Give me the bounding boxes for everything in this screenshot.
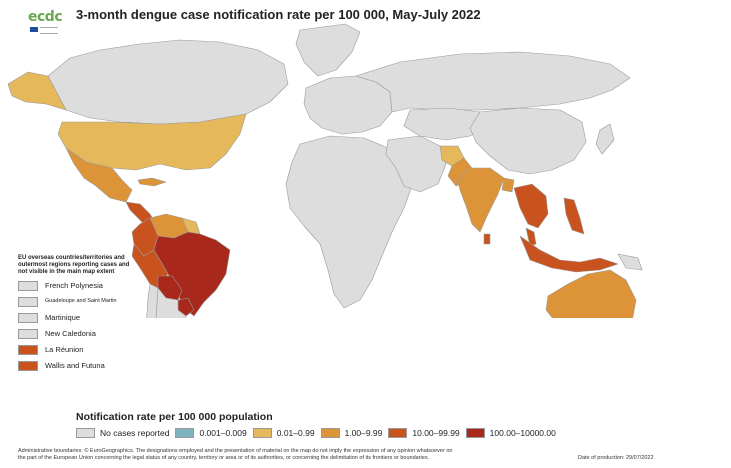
eu-overseas-legend: EU overseas countries/territories and ou… [18, 255, 136, 374]
region-canada [47, 39, 289, 125]
eu-legend-label: La Réunion [45, 344, 84, 354]
region-argentina [155, 287, 187, 318]
world-map [7, 23, 643, 318]
eu-legend-item: Guadeloupe and Saint Martin [18, 294, 136, 309]
legend-item: 100.00–10000.00 [465, 428, 556, 438]
legend-swatch [175, 428, 195, 438]
legend-item: 1.00–9.99 [320, 428, 383, 438]
eu-legend-item: Martinique [18, 310, 136, 325]
region-russia [355, 51, 631, 113]
eu-legend-item: La Réunion [18, 342, 136, 357]
region-europe [303, 75, 393, 135]
legend-label: 100.00–10000.00 [489, 428, 556, 438]
eu-legend-swatch [18, 344, 38, 355]
region-sri-lanka [483, 233, 491, 245]
legend-label: No cases reported [100, 428, 170, 438]
region-central-asia [403, 107, 493, 141]
eu-flag-icon [30, 27, 38, 32]
region-papua-new-guinea [617, 253, 643, 271]
footer-disclaimer: Administrative boundaries: © EuroGeograp… [18, 448, 618, 462]
ecdc-logo: ecdc [26, 3, 63, 34]
eu-legend-title: EU overseas countries/territories and ou… [18, 255, 130, 275]
eu-legend-items: French Polynesia Guadeloupe and Saint Mar… [18, 278, 136, 373]
legend-item: No cases reported [76, 428, 169, 438]
legend-item: 0.01–0.99 [252, 428, 315, 438]
eu-legend-swatch [18, 312, 38, 323]
eu-legend-item: Wallis and Futuna [18, 358, 136, 373]
footer-line-2: the part of the European Union concernin… [18, 455, 430, 461]
region-chile [146, 283, 159, 318]
rate-legend: Notification rate per 100 000 population… [76, 411, 562, 438]
eu-legend-swatch [18, 280, 38, 291]
logo-subtext-lines [40, 27, 58, 34]
region-alaska [7, 71, 67, 111]
footer-line-1: Administrative boundaries: © EuroGeograp… [18, 448, 453, 454]
eu-legend-label: Martinique [45, 312, 81, 322]
eu-legend-item: French Polynesia [18, 278, 136, 293]
legend-item: 10.00–99.99 [388, 428, 460, 438]
logo-text: ecdc [28, 9, 63, 25]
region-cuba [137, 177, 167, 187]
legend-item: 0.001–0.009 [175, 428, 247, 438]
legend-label: 1.00–9.99 [344, 428, 383, 438]
region-philippines [563, 197, 585, 235]
legend-label: 0.001–0.009 [199, 428, 247, 438]
map-title: 3-month dengue case notification rate pe… [76, 7, 481, 22]
legend-items: No cases reported 0.001–0.009 0.01–0.99 1.0… [76, 428, 562, 438]
legend-swatch [320, 428, 340, 438]
region-japan [595, 123, 615, 155]
production-date: Date of production: 29/07/2022 [578, 455, 654, 461]
eu-legend-label: Guadeloupe and Saint Martin [45, 298, 117, 305]
region-greenland [295, 23, 361, 77]
eu-legend-swatch [18, 296, 38, 307]
legend-swatch [252, 428, 272, 438]
eu-legend-swatch [18, 328, 38, 339]
eu-legend-swatch [18, 360, 38, 371]
region-bangladesh [501, 177, 515, 193]
region-mainland-southeast-asia [513, 183, 549, 229]
region-indonesia [519, 235, 619, 273]
legend-swatch [76, 428, 95, 438]
region-india [457, 167, 505, 233]
region-middle-east [385, 135, 447, 193]
legend-swatch [465, 428, 485, 438]
region-australia [545, 269, 637, 318]
region-malaysia [525, 227, 537, 247]
eu-legend-label: Wallis and Futuna [45, 360, 105, 370]
region-china [469, 107, 587, 175]
eu-legend-item: New Caledonia [18, 326, 136, 341]
legend-label: 0.01–0.99 [276, 428, 315, 438]
eu-legend-label: New Caledonia [45, 328, 96, 338]
legend-title: Notification rate per 100 000 population [76, 411, 273, 423]
legend-swatch [388, 428, 408, 438]
eu-legend-label: French Polynesia [45, 280, 103, 290]
legend-label: 10.00–99.99 [412, 428, 460, 438]
